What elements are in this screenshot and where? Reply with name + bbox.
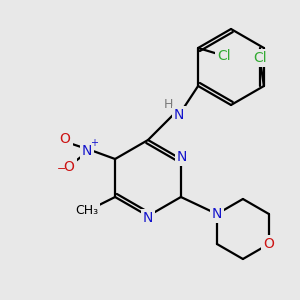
Text: N: N (177, 150, 187, 164)
Text: O: O (60, 132, 70, 146)
Text: O: O (263, 237, 274, 251)
Text: N: N (143, 211, 153, 225)
Text: CH₃: CH₃ (76, 205, 99, 218)
Text: Cl: Cl (217, 49, 231, 63)
Text: +: + (90, 138, 98, 148)
Text: N: N (212, 207, 222, 221)
Text: H: H (163, 98, 173, 110)
Text: N: N (82, 144, 92, 158)
Text: −: − (56, 164, 66, 174)
Text: Cl: Cl (253, 51, 267, 65)
Text: O: O (64, 160, 74, 174)
Text: N: N (174, 108, 184, 122)
